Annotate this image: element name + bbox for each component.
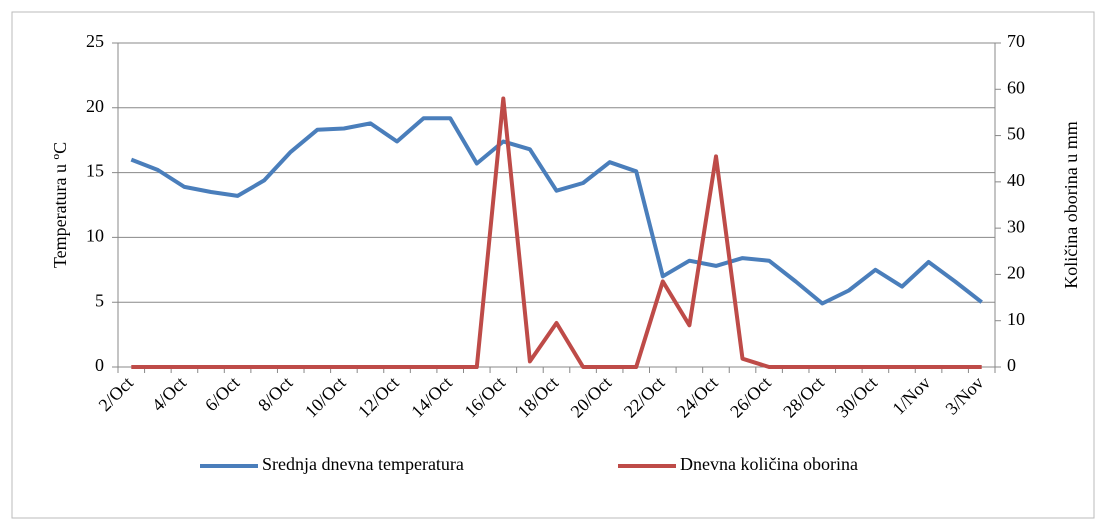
y2-tick-label: 50 [1007,124,1025,144]
y-tick-label: 20 [86,96,104,116]
y2-tick-label: 20 [1007,263,1025,283]
y-tick-label: 15 [86,161,104,181]
y-tick-label: 0 [95,355,104,375]
y-tick-label: 25 [86,31,104,51]
y2-tick-label: 70 [1007,31,1025,51]
y2-tick-label: 0 [1007,355,1016,375]
y-tick-label: 10 [86,226,104,246]
y-tick-label: 5 [95,290,104,310]
series-line [131,96,982,369]
y2-tick-label: 10 [1007,309,1025,329]
y2-axis-title: Količina oborina u mm [1061,121,1081,288]
legend-label: Srednja dnevna temperatura [262,454,464,474]
y2-tick-label: 60 [1007,77,1025,97]
y-axis-title: Temperatura u ºC [50,142,70,268]
y2-tick-label: 40 [1007,170,1025,190]
y2-tick-label: 30 [1007,216,1025,236]
series-line [130,116,983,306]
legend-label: Dnevna količina oborina [680,454,858,474]
chart-border [11,11,1095,519]
